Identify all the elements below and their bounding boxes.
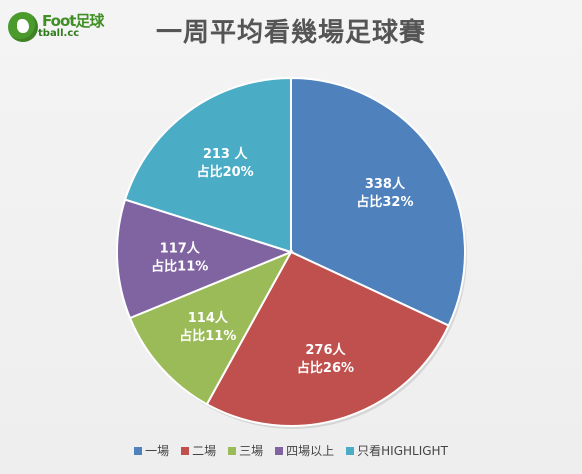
- slice-percent-label: 占比20%: [197, 164, 254, 180]
- legend-swatch: [346, 446, 355, 455]
- legend-swatch: [181, 446, 190, 455]
- legend-swatch: [228, 446, 237, 455]
- pie-slice-3: [128, 249, 294, 406]
- legend-item-5: 只看HIGHLIGHT: [346, 442, 448, 459]
- football-logo-icon: [8, 12, 38, 42]
- legend-swatch: [275, 446, 284, 455]
- legend-label: 二場: [192, 444, 217, 458]
- chart-legend: 一場 二場 三場 四場以上 只看HIGHLIGHT: [0, 442, 582, 459]
- legend-item-1: 一場: [134, 442, 169, 459]
- pie-slice-5: [123, 76, 292, 254]
- slice-count-label: 338人: [365, 176, 406, 192]
- legend-label: 四場以上: [286, 444, 335, 458]
- legend-label: 只看HIGHLIGHT: [357, 444, 448, 458]
- legend-item-3: 三場: [228, 442, 263, 459]
- slice-count-label: 276人: [305, 342, 346, 358]
- legend-label: 一場: [145, 444, 170, 458]
- logo-text-top: Foot足球: [42, 12, 104, 30]
- slice-count-label: 213 人: [203, 146, 249, 162]
- site-logo: Foot足球 tball.cc: [6, 8, 104, 44]
- slice-count-label: 117人: [160, 241, 201, 257]
- legend-swatch: [134, 446, 143, 455]
- slice-percent-label: 占比26%: [297, 360, 354, 376]
- slice-percent-label: 占比11%: [151, 259, 208, 275]
- logo-text-bottom: tball.cc: [38, 28, 80, 39]
- legend-item-2: 二場: [181, 442, 216, 459]
- legend-label: 三場: [239, 444, 264, 458]
- pie-slice-1: [290, 76, 466, 327]
- slice-percent-label: 占比11%: [179, 328, 236, 344]
- chart-title: 一周平均看幾場足球賽: [155, 18, 426, 48]
- slice-percent-label: 占比32%: [356, 194, 413, 210]
- pie-slice-4: [116, 198, 294, 320]
- slice-count-label: 114人: [188, 310, 229, 326]
- legend-item-4: 四場以上: [275, 442, 334, 459]
